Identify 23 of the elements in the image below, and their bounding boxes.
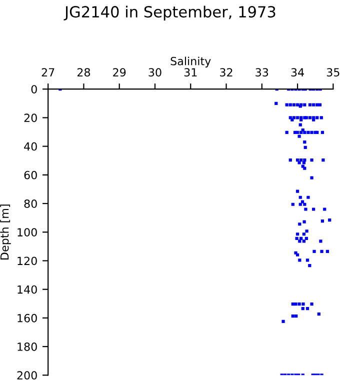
x-tick-label: 33 (256, 68, 268, 77)
y-tick-label: 140 (18, 285, 37, 294)
x-tick-label: 35 (326, 68, 340, 77)
y-tick-label: 200 (17, 371, 37, 380)
x-tick-label: 27 (42, 68, 54, 76)
x-tick-label: 34 (291, 68, 304, 77)
y-tick-label: 40 (24, 142, 37, 151)
y-tick-label: 20 (24, 114, 37, 122)
x-axis-title: Salinity (170, 56, 211, 68)
y-tick-label: 160 (18, 314, 37, 322)
chart-title: JG2140 in September, 1973 (64, 6, 276, 21)
x-tick-label: 30 (148, 68, 162, 77)
y-tick-label: 0 (31, 85, 37, 94)
y-tick-label: 180 (18, 342, 37, 351)
x-tick-label: 32 (220, 68, 232, 77)
y-tick-label: 60 (24, 170, 37, 180)
y-axis-title: Depth [m] (0, 204, 11, 260)
y-tick-label: 120 (18, 256, 37, 266)
x-tick-label: 28 (77, 68, 90, 77)
y-tick-label: 80 (24, 199, 37, 208)
x-tick-label: 29 (113, 68, 126, 77)
x-tick-label: 31 (184, 68, 197, 77)
y-tick-label: 100 (18, 228, 37, 237)
